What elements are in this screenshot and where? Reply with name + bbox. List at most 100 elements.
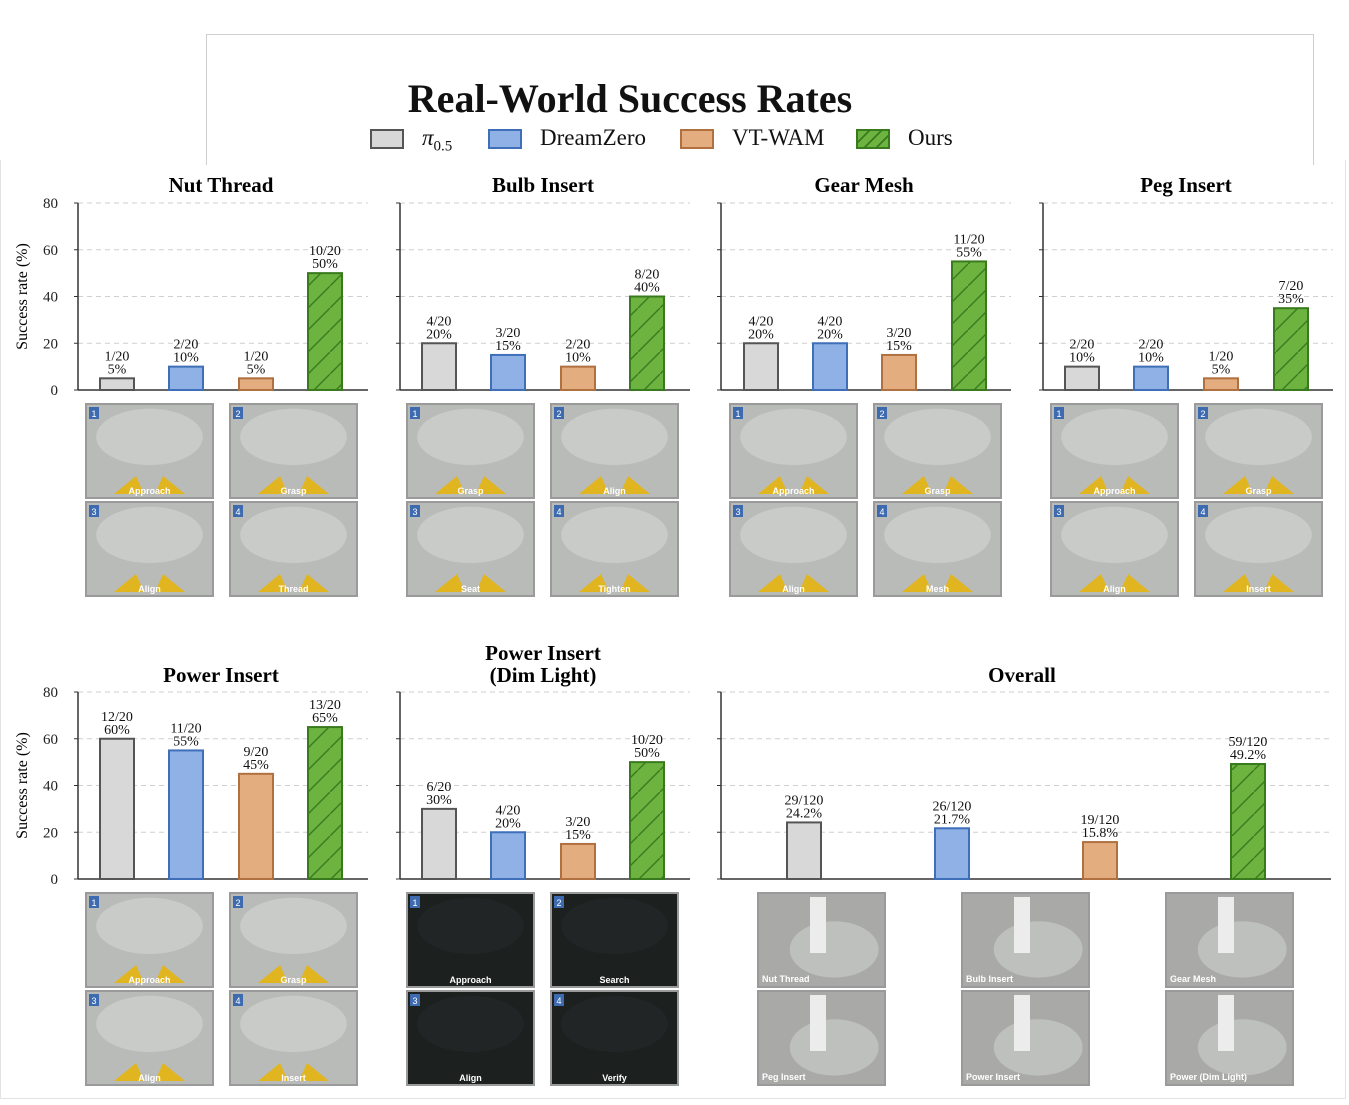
chart-title: Power Insert xyxy=(163,663,279,687)
frame-thumb: Peg Insert xyxy=(757,990,886,1086)
bar-label-percent: 10% xyxy=(173,351,199,366)
y-tick-label: 40 xyxy=(43,779,58,795)
frame-label: Approach xyxy=(128,975,170,985)
frame-label: Align xyxy=(782,584,805,594)
gripper-right xyxy=(1120,476,1150,494)
frame-index-badge xyxy=(233,896,243,908)
frame-highlight xyxy=(417,995,524,1053)
y-axis-label: Success rate (%) xyxy=(14,243,31,350)
frame-label: Approach xyxy=(128,486,170,496)
gripper-left xyxy=(758,476,788,494)
frame-index-badge xyxy=(89,407,99,419)
bar-0-5 xyxy=(743,342,779,391)
frame-highlight xyxy=(740,408,847,466)
bar-label-count: 4/20 xyxy=(749,314,774,329)
frame-label: Grasp xyxy=(280,975,307,985)
legend-swatch-dreamzero xyxy=(488,129,522,149)
frame-index: 4 xyxy=(235,507,240,517)
frame-label: Peg Insert xyxy=(762,1072,806,1082)
frame-highlight xyxy=(240,506,347,564)
frame-index: 4 xyxy=(235,996,240,1006)
frame-highlight xyxy=(96,408,203,466)
robot-arm xyxy=(810,995,826,1051)
bar-label-percent: 15% xyxy=(495,339,521,354)
frame-index: 3 xyxy=(412,996,417,1006)
frame-highlight xyxy=(240,995,347,1053)
gripper-left xyxy=(435,476,465,494)
frame-index-badge xyxy=(1054,407,1064,419)
bar-label-percent: 15% xyxy=(565,828,591,843)
robot-arm xyxy=(1218,995,1234,1051)
bar-label-count: 59/120 xyxy=(1229,735,1268,750)
gripper-right xyxy=(620,476,650,494)
bar-label-percent: 60% xyxy=(104,723,130,738)
bar-0-5 xyxy=(99,737,135,880)
bar-label-count: 2/20 xyxy=(174,338,199,353)
frame-label: Mesh xyxy=(926,584,949,594)
frame-label: Seat xyxy=(461,584,480,594)
gripper-right xyxy=(799,574,829,592)
chart-title: Peg Insert xyxy=(1140,173,1232,197)
frame-index-badge xyxy=(410,505,420,517)
bar-label-count: 1/20 xyxy=(105,349,130,364)
chart-power-insert: Power Insert 0 20 40 60 80 Success rate (%) 12/… xyxy=(14,663,368,1086)
bar-label-percent: 49.2% xyxy=(1230,748,1267,763)
frame-thumb: 3 Align xyxy=(729,501,858,597)
bar-label-percent: 55% xyxy=(956,245,982,260)
bar-0-5 xyxy=(1064,365,1100,391)
frame-index-badge xyxy=(877,505,887,517)
bar-label-percent: 10% xyxy=(1138,351,1164,366)
frame-index-badge xyxy=(410,994,420,1006)
chart-title: Overall xyxy=(988,663,1056,687)
bar-label-percent: 20% xyxy=(817,327,843,342)
frame-thumb: 4 Mesh xyxy=(873,501,1002,597)
frame-index: 3 xyxy=(91,996,96,1006)
gripper-right xyxy=(1264,574,1294,592)
bar-label-percent: 20% xyxy=(426,327,452,342)
bar-label-count: 6/20 xyxy=(427,780,452,795)
frame-index: 1 xyxy=(412,409,417,419)
frame-thumb: 3 Align xyxy=(85,990,214,1086)
y-tick-label: 80 xyxy=(43,685,58,701)
legend-swatch-ours xyxy=(856,129,890,149)
frame-thumb: 3 Seat xyxy=(406,501,535,597)
gripper-left xyxy=(1223,574,1253,592)
bar-vt-wam xyxy=(560,365,596,391)
frame-index: 2 xyxy=(235,409,240,419)
gripper-left xyxy=(758,574,788,592)
bar-ours xyxy=(1230,762,1266,880)
bar-label-count: 2/20 xyxy=(1139,338,1164,353)
frame-index: 2 xyxy=(556,898,561,908)
frame-thumb: Gear Mesh xyxy=(1165,892,1294,988)
gripper-right xyxy=(476,476,506,494)
frame-label: Align xyxy=(1103,584,1126,594)
frame-highlight xyxy=(561,506,668,564)
frame-thumb: Bulb Insert xyxy=(961,892,1090,988)
frame-highlight xyxy=(1205,506,1312,564)
frame-highlight xyxy=(96,995,203,1053)
bar-label-percent: 24.2% xyxy=(786,806,823,821)
frame-thumb: 2 Align xyxy=(550,403,679,499)
frame-label: Power (Dim Light) xyxy=(1170,1072,1247,1082)
y-axis-label: Success rate (%) xyxy=(14,732,31,839)
legend-label-dreamzero: DreamZero xyxy=(540,125,646,150)
frame-thumb: 2 Grasp xyxy=(229,892,358,988)
bar-label-percent: 20% xyxy=(495,816,521,831)
frame-highlight xyxy=(417,408,524,466)
bar-dreamzero xyxy=(812,342,848,391)
frame-highlight xyxy=(884,506,991,564)
frame-label: Grasp xyxy=(924,486,951,496)
frame-index: 4 xyxy=(879,507,884,517)
gripper-right xyxy=(1120,574,1150,592)
frame-label: Verify xyxy=(602,1073,627,1083)
y-tick-label: 80 xyxy=(43,196,58,212)
frame-index-badge xyxy=(233,505,243,517)
frame-highlight xyxy=(1197,921,1287,978)
frame-highlight xyxy=(561,408,668,466)
frame-label: Gear Mesh xyxy=(1170,974,1216,984)
frame-thumb: 2 Search xyxy=(550,892,679,988)
frame-thumb: 1 Approach xyxy=(1050,403,1179,499)
